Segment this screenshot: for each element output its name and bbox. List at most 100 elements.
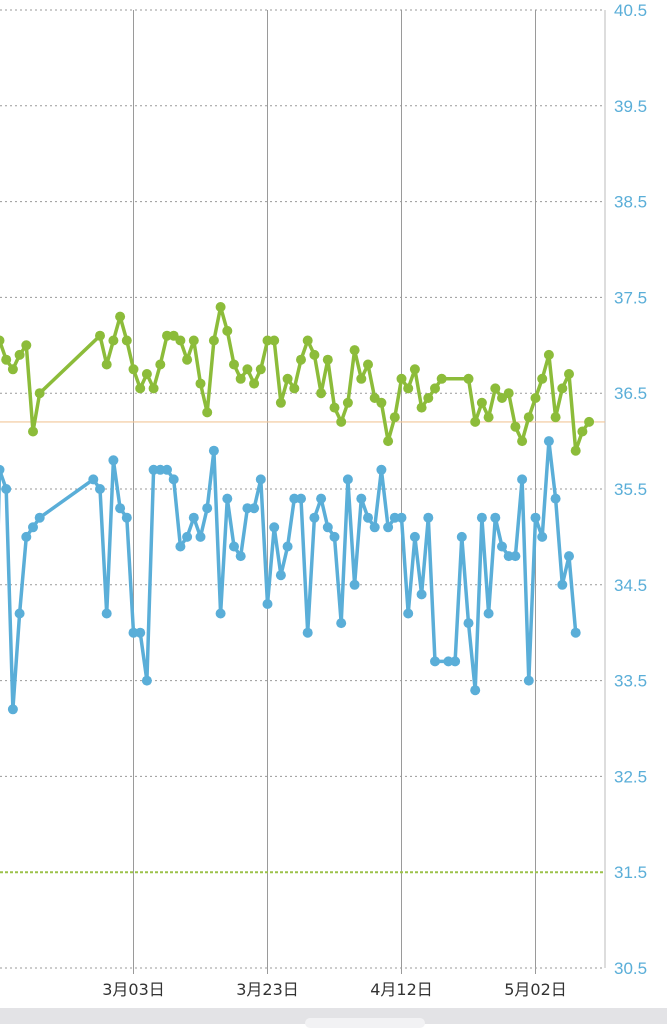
data-point[interactable] — [195, 531, 206, 542]
data-point[interactable] — [34, 388, 45, 399]
data-point[interactable] — [557, 383, 568, 394]
data-point[interactable] — [215, 302, 226, 312]
data-point[interactable] — [396, 512, 407, 523]
data-point[interactable] — [349, 579, 360, 590]
data-point[interactable] — [510, 551, 521, 562]
data-point[interactable] — [1, 354, 12, 365]
data-point[interactable] — [416, 402, 427, 413]
data-point[interactable] — [249, 378, 260, 389]
data-point[interactable] — [282, 373, 293, 384]
data-point[interactable] — [296, 354, 306, 365]
data-point[interactable] — [7, 704, 18, 715]
data-point[interactable] — [1, 484, 12, 494]
data-point[interactable] — [376, 464, 387, 475]
sheet-handle[interactable] — [305, 1018, 425, 1028]
data-point[interactable] — [162, 464, 172, 475]
data-point[interactable] — [282, 541, 293, 552]
data-point[interactable] — [14, 349, 25, 360]
data-point[interactable] — [376, 397, 387, 408]
data-point[interactable] — [188, 512, 199, 523]
data-point[interactable] — [543, 349, 554, 360]
data-point[interactable] — [363, 359, 373, 370]
data-point[interactable] — [349, 345, 360, 356]
data-point[interactable] — [309, 512, 320, 523]
data-point[interactable] — [182, 354, 193, 365]
data-point[interactable] — [175, 541, 186, 552]
data-point[interactable] — [316, 493, 327, 504]
data-point[interactable] — [0, 464, 5, 475]
data-point[interactable] — [416, 589, 427, 600]
data-point[interactable] — [537, 531, 548, 542]
data-point[interactable] — [28, 522, 38, 533]
data-point[interactable] — [175, 335, 186, 346]
data-point[interactable] — [28, 426, 38, 437]
data-point[interactable] — [356, 493, 367, 504]
data-point[interactable] — [450, 656, 461, 667]
data-point[interactable] — [570, 627, 581, 638]
data-point[interactable] — [168, 474, 179, 485]
data-point[interactable] — [476, 512, 487, 523]
data-point[interactable] — [356, 373, 367, 384]
data-point[interactable] — [155, 359, 166, 370]
data-point[interactable] — [208, 445, 219, 456]
data-point[interactable] — [570, 445, 581, 456]
data-point[interactable] — [530, 393, 541, 403]
data-point[interactable] — [101, 359, 112, 370]
data-point[interactable] — [202, 407, 213, 418]
data-point[interactable] — [403, 383, 414, 394]
data-point[interactable] — [21, 531, 32, 542]
data-point[interactable] — [523, 412, 534, 423]
data-point[interactable] — [229, 359, 239, 370]
data-point[interactable] — [537, 373, 548, 384]
data-point[interactable] — [584, 416, 595, 427]
data-point[interactable] — [423, 393, 434, 403]
data-point[interactable] — [242, 364, 253, 375]
data-point[interactable] — [0, 335, 5, 346]
data-point[interactable] — [436, 373, 447, 384]
data-point[interactable] — [517, 474, 528, 485]
data-point[interactable] — [336, 618, 347, 629]
data-point[interactable] — [302, 335, 313, 346]
data-point[interactable] — [128, 364, 139, 375]
data-point[interactable] — [108, 455, 119, 466]
data-point[interactable] — [235, 373, 246, 384]
data-point[interactable] — [550, 412, 561, 423]
data-point[interactable] — [409, 364, 420, 375]
data-point[interactable] — [14, 608, 25, 619]
data-point[interactable] — [148, 383, 159, 394]
data-point[interactable] — [215, 608, 226, 619]
data-point[interactable] — [275, 570, 286, 581]
data-point[interactable] — [141, 369, 152, 379]
data-point[interactable] — [423, 512, 434, 523]
data-point[interactable] — [383, 436, 394, 447]
data-point[interactable] — [121, 512, 132, 523]
data-point[interactable] — [483, 608, 494, 619]
data-point[interactable] — [188, 335, 199, 346]
data-point[interactable] — [329, 402, 340, 413]
data-point[interactable] — [182, 531, 193, 542]
data-point[interactable] — [476, 397, 487, 408]
data-point[interactable] — [557, 579, 568, 590]
data-point[interactable] — [115, 311, 126, 322]
data-point[interactable] — [369, 522, 380, 533]
data-point[interactable] — [7, 364, 18, 375]
data-point[interactable] — [208, 335, 219, 346]
data-point[interactable] — [523, 675, 534, 686]
data-point[interactable] — [322, 522, 333, 533]
data-point[interactable] — [456, 531, 467, 542]
data-point[interactable] — [222, 325, 233, 336]
data-point[interactable] — [383, 522, 394, 533]
data-point[interactable] — [336, 416, 347, 427]
data-point[interactable] — [490, 512, 501, 523]
data-point[interactable] — [550, 493, 561, 504]
data-point[interactable] — [483, 412, 494, 423]
data-point[interactable] — [249, 503, 260, 514]
data-point[interactable] — [409, 531, 420, 542]
data-point[interactable] — [229, 541, 239, 552]
data-point[interactable] — [289, 383, 300, 394]
data-point[interactable] — [430, 383, 440, 394]
data-point[interactable] — [235, 551, 246, 562]
data-point[interactable] — [543, 436, 554, 447]
data-point[interactable] — [309, 349, 320, 360]
data-point[interactable] — [108, 335, 119, 346]
